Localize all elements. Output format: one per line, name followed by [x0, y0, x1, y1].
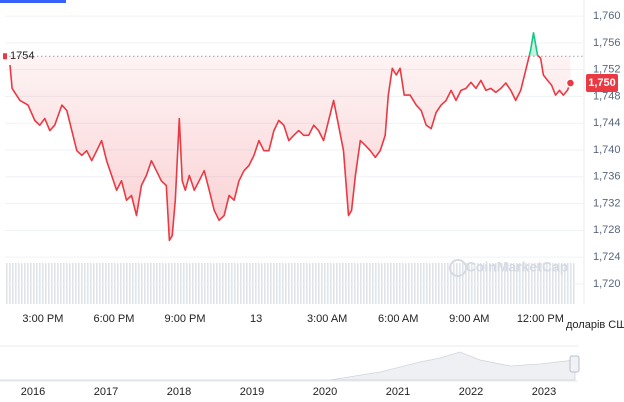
y-tick-label: 1,748 [593, 90, 621, 102]
last-price-badge [586, 74, 618, 93]
navigator-label: 2023 [532, 386, 556, 398]
navigator-label: 2018 [167, 386, 191, 398]
navigator-label: 2020 [313, 386, 337, 398]
y-tick-label: 1,760 [593, 10, 621, 22]
y-tick-label: 1,720 [593, 278, 621, 290]
tab-indicator [0, 0, 66, 3]
watermark-logo [449, 259, 467, 277]
price-line [9, 31, 572, 242]
area [10, 32, 571, 241]
x-tick-label: 6:00 AM [378, 313, 418, 325]
x-tick-label: 9:00 AM [449, 313, 489, 325]
navigator-label: 2022 [459, 386, 483, 398]
navigator-label: 2017 [94, 386, 118, 398]
y-tick-label: 1,736 [593, 171, 621, 183]
y-tick-label: 1,756 [593, 37, 621, 49]
y-tick-label: 1,752 [593, 64, 621, 76]
navigator-label: 2021 [386, 386, 410, 398]
x-tick-label: 9:00 PM [165, 313, 206, 325]
y-tick-label: 1,724 [593, 251, 621, 263]
watermark: CoinMarketCap [466, 259, 569, 275]
navigator-label: 2016 [21, 386, 45, 398]
navigator [0, 345, 580, 382]
last-price-label: 1,750 [588, 77, 616, 89]
last-point [565, 78, 576, 88]
unit-label: доларів США [566, 319, 624, 331]
y-tick-label: 1,740 [593, 144, 621, 156]
navigator-area [0, 351, 576, 381]
x-tick-label: 6:00 PM [93, 313, 134, 325]
x-tick-label: 12:00 PM [517, 313, 564, 325]
x-tick-label: 3:00 PM [22, 313, 63, 325]
navigator-handle[interactable] [569, 355, 580, 373]
y-tick-label: 1,728 [593, 224, 621, 236]
y-tick-label: 1,732 [593, 197, 621, 209]
x-tick-label: 13 [250, 313, 262, 325]
reference-marker [3, 53, 7, 60]
navigator-label: 2019 [240, 386, 264, 398]
y-tick-label: 1,744 [593, 117, 621, 129]
x-tick-label: 3:00 AM [307, 313, 347, 325]
